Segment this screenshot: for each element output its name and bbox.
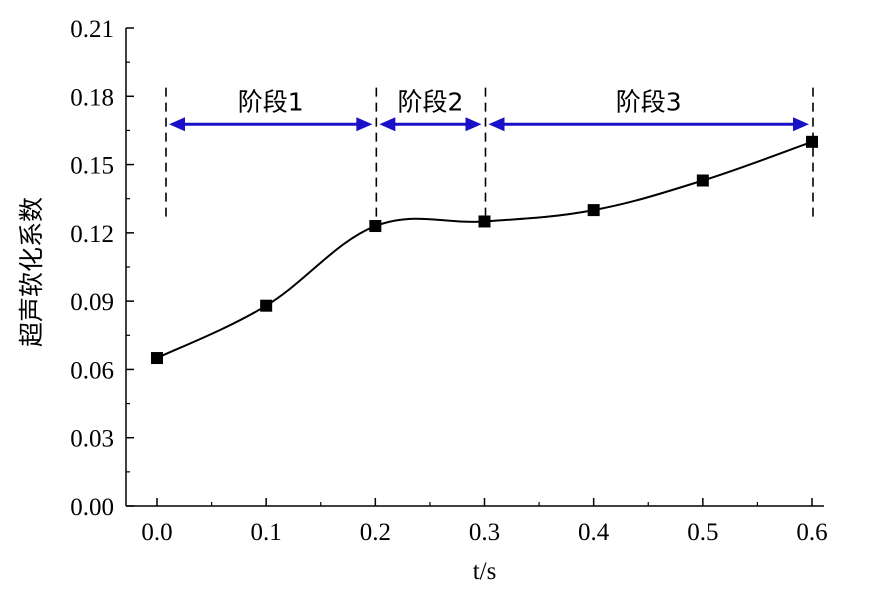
axes: 0.00 0.03 0.06 0.09 0.12 0.15 0.18 0.21 0.0 0.1 0.… [70,16,827,546]
data-point [260,299,273,312]
x-tick-label: 0.2 [360,519,391,546]
y-tick-label: 0.09 [70,289,114,316]
stage-arrow-head-left [488,117,505,132]
stage-labels: 阶段1 阶段2 阶段3 [238,87,682,116]
data-point [369,220,382,233]
data-point [806,135,818,148]
x-axis-title: t/s [473,558,497,585]
y-tick-label: 0.21 [70,16,114,43]
x-tick-label: 0.4 [578,519,610,546]
stage-label: 阶段2 [397,87,463,116]
stage-label: 阶段1 [238,87,304,116]
y-tick-label: 0.15 [70,153,114,180]
stage-arrow-head-left [169,117,185,132]
stage-arrow-head-right [793,117,809,132]
x-tick-label: 0.3 [469,519,500,546]
y-tick-label: 0.12 [70,221,114,248]
y-tick-label: 0.06 [70,357,114,384]
y-tick-label: 0.03 [70,426,114,453]
stage-arrow-head-left [379,117,396,132]
stage-arrow-head-right [356,117,373,132]
data-point [478,215,491,228]
x-tick-label: 0.0 [141,519,172,546]
data-point [696,174,709,187]
stage-arrow-head-right [465,117,482,132]
x-tick-label: 0.6 [796,519,827,546]
y-axis-title: 超声软化系数 [17,197,46,347]
stage-boundaries [165,87,814,223]
x-tick-label: 0.5 [687,519,718,546]
data-point [151,352,163,365]
data-line [156,140,813,359]
stage-arrows [169,117,809,132]
stage-label: 阶段3 [616,87,682,116]
data-series [151,135,818,365]
y-tick-label: 0.00 [70,494,114,521]
x-tick-label: 0.1 [251,519,282,546]
y-tick-label: 0.18 [70,84,114,111]
data-point [587,204,600,217]
